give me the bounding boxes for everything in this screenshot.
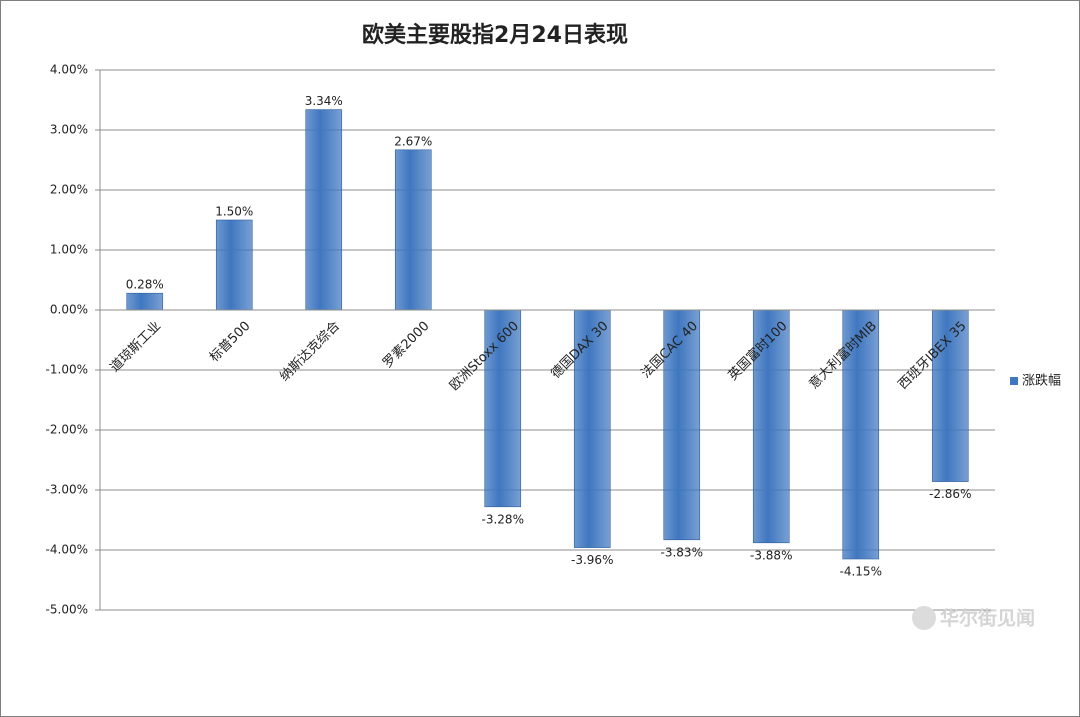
bar: [126, 292, 164, 311]
legend-swatch: [1010, 377, 1018, 385]
bar: [394, 149, 432, 311]
value-label: -3.96%: [571, 553, 613, 567]
y-tick-label: 1.00%: [50, 243, 88, 257]
value-label: 3.34%: [305, 94, 343, 108]
value-label: -4.15%: [840, 565, 882, 579]
y-tick-label: -3.00%: [46, 483, 88, 497]
y-tick-label: -2.00%: [46, 423, 88, 437]
value-label: -3.83%: [661, 545, 703, 559]
bar: [484, 309, 522, 508]
y-tick-label: 2.00%: [50, 183, 88, 197]
bar: [305, 109, 343, 311]
value-label: 2.67%: [394, 134, 432, 148]
y-tick-label: 0.00%: [50, 303, 88, 317]
watermark: 华尔街见闻: [940, 607, 1035, 630]
value-label: -3.88%: [750, 548, 792, 562]
value-label: -2.86%: [929, 487, 971, 501]
y-tick-label: 4.00%: [50, 63, 88, 77]
watermark-icon: [912, 606, 936, 630]
value-label: 0.28%: [126, 278, 164, 292]
y-tick-label: -4.00%: [46, 543, 88, 557]
bar: [573, 309, 611, 548]
value-label: 1.50%: [215, 205, 253, 219]
bar: [215, 219, 253, 311]
chart-title: 欧美主要股指2月24日表现: [362, 22, 628, 48]
y-tick-label: -1.00%: [46, 363, 88, 377]
bar: [931, 309, 969, 482]
legend-label: 涨跌幅: [1022, 373, 1061, 389]
value-label: -3.28%: [482, 512, 524, 526]
y-tick-label: 3.00%: [50, 123, 88, 137]
bar: [752, 309, 790, 544]
y-tick-label: -5.00%: [46, 603, 88, 617]
bar: [842, 309, 880, 560]
